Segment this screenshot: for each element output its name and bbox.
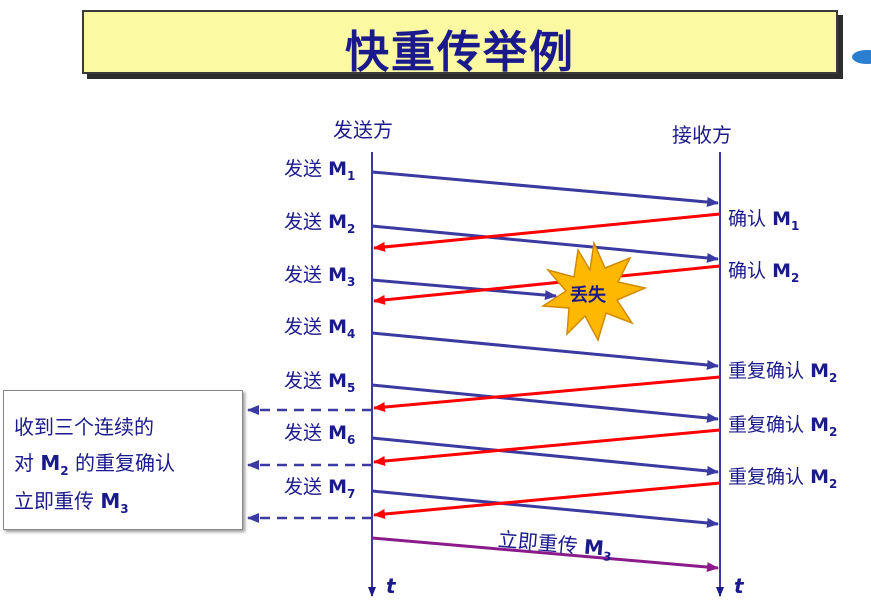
send-arrow-m1: [371, 170, 719, 207]
dup-ack-arrow-1: [373, 375, 721, 412]
note-line-3: 立即重传 M3: [14, 489, 129, 516]
note-line-2: 对 M2 的重复确认: [14, 451, 175, 478]
send-arrow-m6: [371, 436, 719, 476]
ack-label-m2: 确认 M2: [728, 260, 800, 285]
send-arrow-m2: [371, 224, 719, 263]
send-arrow-m4: [371, 331, 719, 370]
send-label-m5: 发送 M5: [284, 370, 356, 395]
dup-ack-arrow-3: [373, 481, 721, 519]
send-label-m7: 发送 M7: [284, 476, 356, 501]
corner-decoration: [852, 50, 871, 64]
lost-label: 丢失: [570, 285, 606, 306]
dup-ack-label-3: 重复确认 M2: [728, 466, 838, 491]
send-label-m1: 发送 M1: [284, 158, 356, 183]
title-banner: 快重传举例: [82, 10, 838, 78]
ack-arrow-m2: [373, 264, 721, 305]
ack-label-m1: 确认 M1: [728, 208, 800, 233]
send-arrow-m3: [371, 278, 557, 301]
lost-burst-icon: [540, 240, 648, 342]
fast-retransmit-note: 收到三个连续的 对 M2 的重复确认 立即重传 M3: [3, 390, 243, 530]
page-title: 快重传举例: [345, 27, 575, 78]
receiver-label: 接收方: [672, 123, 732, 147]
dup-ack-label-2: 重复确认 M2: [728, 414, 838, 439]
send-label-m2: 发送 M2: [284, 211, 356, 236]
sender-time-label: t: [386, 574, 396, 598]
note-line-1: 收到三个连续的: [14, 415, 154, 439]
send-arrow-m7: [371, 489, 719, 528]
receiver-time-label: t: [734, 574, 744, 598]
ack-arrow-m1: [373, 212, 721, 252]
dup-ack-label-1: 重复确认 M2: [728, 360, 838, 385]
send-label-m6: 发送 M6: [284, 422, 356, 447]
send-label-m4: 发送 M4: [284, 316, 356, 341]
dup-ack-arrow-2: [373, 428, 721, 466]
send-label-m3: 发送 M3: [284, 264, 356, 289]
send-arrow-m5: [371, 383, 719, 423]
resend-arrow-m3: [371, 536, 719, 573]
sender-label: 发送方: [333, 118, 393, 142]
